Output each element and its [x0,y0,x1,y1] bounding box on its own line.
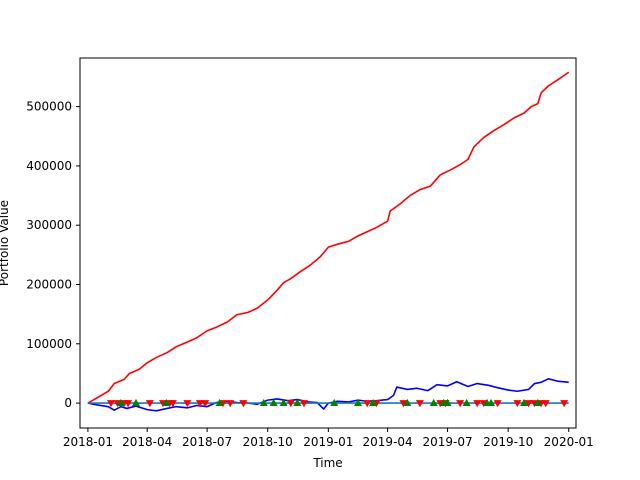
y-tick-label-1: 100000 [26,337,72,351]
buy-marker-15 [462,398,471,407]
sell-marker-14 [286,400,295,408]
buy-marker-6 [279,398,288,407]
sell-marker-3 [124,400,133,408]
x-axis-label: Time [312,456,342,470]
buy-marker-17 [487,398,496,407]
sell-marker-0 [106,400,115,408]
sell-marker-15 [299,400,308,408]
buy-marker-4 [259,398,268,407]
buy-marker-14 [443,398,452,407]
y-tick-label-5: 500000 [26,100,72,114]
x-tick-label-6: 2019-07 [422,435,472,449]
buy-marker-7 [293,398,302,407]
buy-marker-9 [353,398,362,407]
sell-marker-31 [560,400,569,408]
buy-marker-12 [429,398,438,407]
sell-marker-13 [239,400,248,408]
y-axis-label: Portfolio Value [0,200,11,286]
x-tick-label-0: 2018-01 [63,435,113,449]
buy-marker-0 [116,398,125,407]
sell-marker-8 [183,400,192,408]
sell-marker-18 [399,400,408,408]
sell-marker-25 [493,400,502,408]
buy-marker-10 [369,398,378,407]
x-tick-label-4: 2019-01 [303,435,353,449]
series-line-1 [87,377,569,412]
y-axis-ticks: 0 100000 200000 300000 400000 500000 [26,100,80,410]
plot-area [80,58,576,428]
buy-marker-18 [519,398,528,407]
buy-marker-11 [403,398,412,407]
y-tick-label-4: 400000 [26,159,72,173]
x-tick-label-8: 2020-01 [544,435,594,449]
buy-marker-8 [330,398,339,407]
x-tick-label-1: 2018-04 [122,435,172,449]
sell-marker-27 [524,400,533,408]
x-tick-label-7: 2019-10 [483,435,533,449]
y-tick-label-2: 200000 [26,278,72,292]
sell-marker-9 [195,400,204,408]
sell-marker-12 [226,400,235,408]
buy-marker-19 [533,398,542,407]
x-tick-label-5: 2019-04 [363,435,413,449]
buy-marker-1 [131,398,140,407]
marker-layer [106,398,569,408]
sell-marker-19 [415,400,424,408]
y-tick-label-3: 300000 [26,218,72,232]
sell-marker-23 [473,400,482,408]
buy-marker-5 [269,398,278,407]
y-tick-label-0: 0 [64,396,72,410]
series-line-0 [87,71,570,404]
buy-marker-3 [215,398,224,407]
x-axis-ticks: 2018-01 2018-04 2018-07 2018-10 2019-01 2019-… [63,428,594,449]
sell-marker-7 [168,400,177,408]
sell-marker-26 [513,400,522,408]
buy-marker-2 [162,398,171,407]
sell-marker-30 [541,400,550,408]
x-tick-label-3: 2018-10 [243,435,293,449]
sell-marker-16 [363,400,372,408]
sell-marker-22 [456,400,465,408]
sell-marker-4 [145,400,154,408]
sell-marker-10 [201,400,210,408]
x-tick-label-2: 2018-07 [182,435,232,449]
